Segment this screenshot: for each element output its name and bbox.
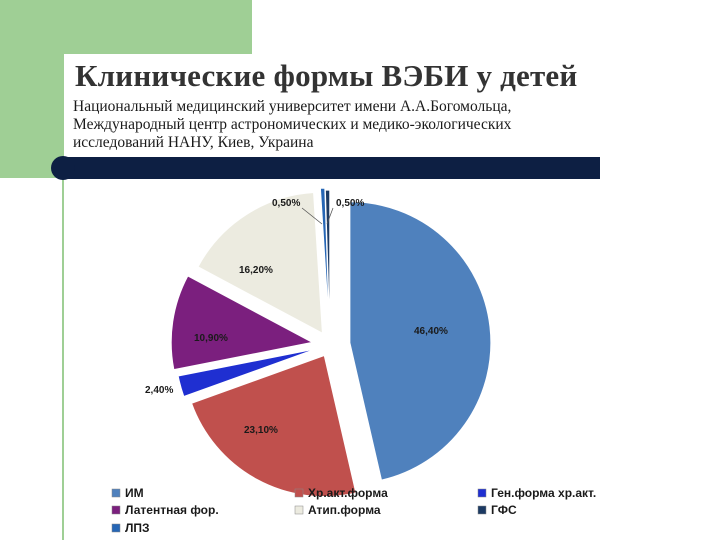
subtitle-line: Национальный медицинский университет име… [73, 98, 512, 115]
legend-label-им: ИМ [125, 486, 144, 500]
legend-swatch-гфс [477, 505, 487, 515]
legend-label-ген-форма-хр-акт: Ген.форма хр.акт. [491, 486, 596, 500]
legend-label-латентная-фор: Латентная фор. [125, 503, 219, 517]
pie-slice-им [349, 201, 492, 481]
legend-label-хр-акт-форма: Хр.акт.форма [308, 486, 388, 500]
data-label-им: 46,40% [414, 326, 448, 337]
legend-swatch-им [111, 488, 121, 498]
subtitle-line: Международный центр астрономических и ме… [73, 116, 512, 133]
data-label-атип-форма: 16,20% [239, 265, 273, 276]
left-accent-line [62, 54, 64, 540]
legend-swatch-лпз [111, 523, 121, 533]
legend-label-лпз: ЛПЗ [125, 521, 150, 535]
data-label-гфс: 0,50% [336, 198, 364, 209]
data-label-ген-форма-хр-акт: 2,40% [145, 385, 173, 396]
pie-slices [170, 187, 492, 498]
slide-subtitle: Национальный медицинский университет име… [73, 98, 511, 152]
legend-swatch-латентная-фор [111, 505, 121, 515]
legend-label-гфс: ГФС [491, 503, 517, 517]
leader-line [326, 207, 334, 225]
title-underline-cap [51, 156, 75, 180]
slide-title: Клинические формы ВЭБИ у детей [75, 58, 578, 93]
data-label-лпз: 0,50% [272, 198, 300, 209]
pie-slice-хр-акт-форма [190, 354, 357, 498]
subtitle-line: исследований НАНУ, Киев, Украина [73, 134, 314, 151]
pie-slice-ген-форма-хр-акт [177, 348, 317, 398]
pie-slice-атип-форма [197, 191, 323, 335]
pie-labels: 46,40% 23,10% 2,40% 10,90% 16,20% 0,50% 0,50% [145, 198, 448, 436]
chart-legend: ИМ Хр.акт.форма Ген.форма хр.акт. Латентная… [111, 486, 596, 535]
data-label-латентная-фор: 10,90% [194, 333, 228, 344]
leader-line [301, 207, 323, 225]
legend-swatch-атип-форма [294, 505, 304, 515]
pie-slice-гфс [324, 189, 331, 332]
legend-swatch-ген-форма-хр-акт [477, 488, 487, 498]
title-underline-bar [62, 157, 600, 179]
legend-swatch-хр-акт-форма [294, 488, 304, 498]
legend-label-атип-форма: Атип.форма [308, 503, 381, 517]
data-label-хр-акт-форма: 23,10% [244, 425, 278, 436]
pie-slice-лпз [319, 187, 330, 330]
pie-slice-латентная-фор [170, 275, 314, 371]
